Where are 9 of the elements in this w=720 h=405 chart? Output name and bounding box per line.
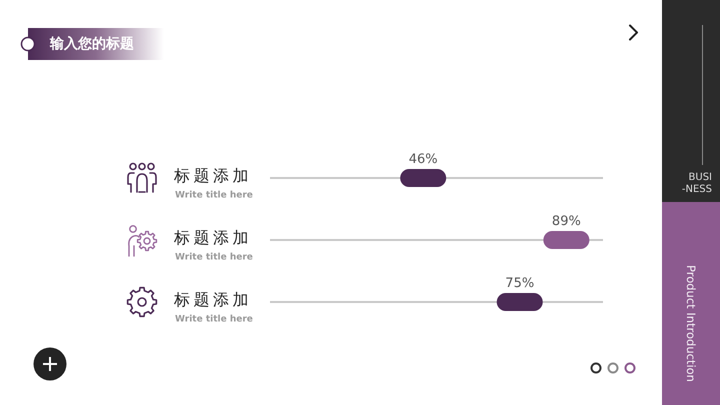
data-label: 75% xyxy=(505,276,534,291)
data-label: 89% xyxy=(552,214,581,229)
text: Product Introduction xyxy=(683,265,699,382)
text: 输入您的标题 xyxy=(50,35,134,54)
category-label: 标题添加 Write title here xyxy=(173,166,253,200)
category-label: 标题添加 Write title here xyxy=(173,228,253,262)
text: BUSI -NESS xyxy=(680,172,712,196)
category-label: 标题添加 Write title here xyxy=(173,290,253,324)
data-label: 46% xyxy=(408,152,438,167)
